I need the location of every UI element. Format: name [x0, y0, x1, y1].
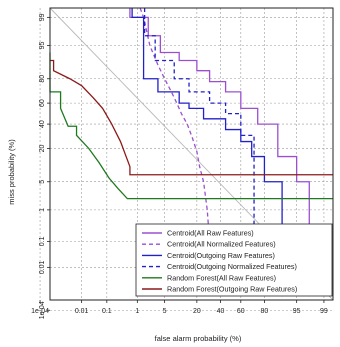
x-tick-label: 0.01 — [75, 308, 89, 315]
x-tick-label: 0.1 — [102, 308, 112, 315]
y-tick-label: 1e-04 — [39, 301, 46, 319]
legend-entry: Random Forest(All Raw Features) — [167, 273, 276, 282]
x-tick-label: 95 — [293, 308, 301, 315]
x-tick-label: 60 — [237, 308, 245, 315]
x-tick-label: 5 — [163, 308, 167, 315]
series-lines — [49, 7, 333, 297]
x-axis-ticks: 1e-04 0.01 0.1 1 5 20 40 60 80 95 99 — [31, 300, 328, 315]
y-tick-label: 20 — [39, 144, 46, 152]
y-tick-label: 40 — [39, 120, 46, 128]
plot-frame — [49, 7, 334, 301]
series-line-2 — [139, 7, 211, 297]
y-tick-label: 80 — [39, 75, 46, 83]
legend-entry: Random Forest(Outgoing Raw Features) — [167, 285, 297, 294]
legend-entry: Centroid(Outgoing Normalized Features) — [167, 262, 297, 271]
y-axis-ticks: 99 95 80 60 40 20 5 1 0.1 0.01 1e-04 — [39, 13, 50, 319]
x-tick-label: 1e-04 — [31, 308, 49, 315]
x-tick-label: 80 — [261, 308, 269, 315]
series-line-1 — [129, 8, 310, 297]
x-axis-label: false alarm probability (%) — [155, 334, 242, 343]
legend: Centroid(All Raw Features) Centroid(All N… — [135, 223, 333, 297]
y-axis-label: miss probability (%) — [7, 139, 16, 205]
x-tick-label: 99 — [320, 308, 328, 315]
series-line-4 — [143, 8, 255, 297]
y-tick-label: 1 — [39, 208, 46, 212]
y-tick-label: 0.1 — [39, 236, 46, 246]
y-tick-label: 95 — [39, 42, 46, 50]
y-tick-label: 99 — [39, 13, 46, 21]
legend-entry: Centroid(All Normalized Features) — [167, 240, 276, 249]
y-tick-label: 60 — [39, 99, 46, 107]
x-tick-label: 1 — [135, 308, 139, 315]
x-tick-label: 40 — [217, 308, 225, 315]
y-tick-label: 5 — [39, 180, 46, 184]
x-tick-label: 20 — [193, 308, 201, 315]
series-line-6 — [50, 59, 333, 176]
legend-box — [135, 223, 333, 297]
series-line-5 — [49, 52, 333, 200]
legend-entry: Centroid(All Raw Features) — [167, 229, 254, 238]
series-line-3 — [131, 8, 283, 297]
legend-entry: Centroid(Outgoing Raw Features) — [167, 251, 275, 260]
y-tick-label: 0.01 — [39, 260, 46, 274]
